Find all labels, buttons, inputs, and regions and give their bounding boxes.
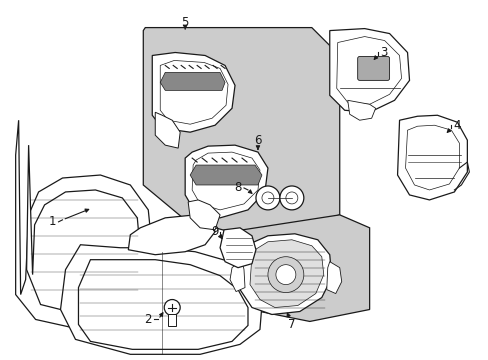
Text: 2: 2 <box>144 313 152 326</box>
Polygon shape <box>26 145 140 315</box>
Text: 5: 5 <box>181 16 188 29</box>
Polygon shape <box>220 228 255 268</box>
Polygon shape <box>160 72 224 90</box>
Polygon shape <box>405 125 458 190</box>
Text: 3: 3 <box>379 46 386 59</box>
Polygon shape <box>155 112 180 148</box>
Polygon shape <box>152 53 235 132</box>
Polygon shape <box>143 28 339 232</box>
Text: 6: 6 <box>254 134 261 147</box>
Text: 1: 1 <box>49 215 56 228</box>
Polygon shape <box>160 60 227 124</box>
Text: 9: 9 <box>211 225 219 238</box>
Polygon shape <box>16 120 152 329</box>
Circle shape <box>275 265 295 285</box>
Polygon shape <box>61 245 262 354</box>
Circle shape <box>164 300 180 315</box>
Polygon shape <box>249 240 323 307</box>
Bar <box>168 315 176 327</box>
Text: 4: 4 <box>453 119 460 132</box>
Text: 8: 8 <box>234 181 241 194</box>
Text: 7: 7 <box>287 318 295 331</box>
Polygon shape <box>240 234 331 315</box>
Polygon shape <box>224 215 369 321</box>
Circle shape <box>279 186 303 210</box>
Polygon shape <box>336 37 401 104</box>
Polygon shape <box>128 215 215 255</box>
Polygon shape <box>78 260 247 349</box>
Polygon shape <box>190 165 262 185</box>
Polygon shape <box>326 262 341 293</box>
Circle shape <box>267 257 303 293</box>
Polygon shape <box>188 200 220 230</box>
Polygon shape <box>329 28 408 112</box>
Polygon shape <box>192 152 260 210</box>
Polygon shape <box>229 260 244 292</box>
FancyBboxPatch shape <box>357 57 389 80</box>
Circle shape <box>255 186 279 210</box>
Polygon shape <box>397 115 467 200</box>
Polygon shape <box>185 145 267 218</box>
Polygon shape <box>347 100 375 120</box>
